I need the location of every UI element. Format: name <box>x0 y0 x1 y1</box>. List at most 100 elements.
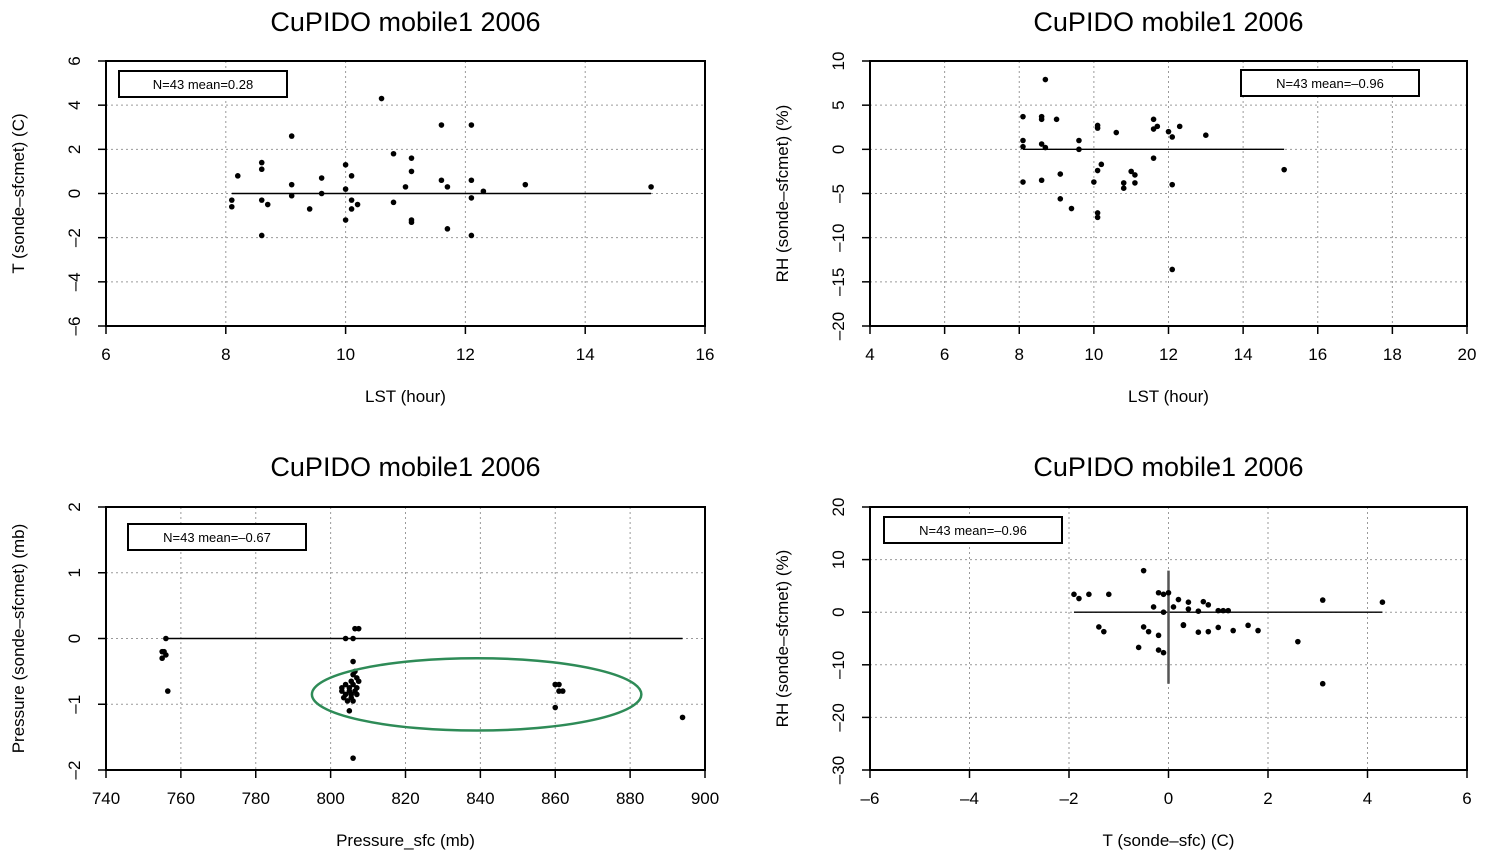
x-tick-label: –4 <box>960 789 979 808</box>
data-point <box>339 685 345 691</box>
data-point <box>1195 629 1202 635</box>
data-point <box>342 217 349 223</box>
data-point <box>264 201 271 208</box>
data-point <box>1145 628 1152 635</box>
data-point <box>468 232 475 239</box>
data-point <box>559 688 566 694</box>
data-point <box>288 133 295 139</box>
data-point <box>1120 185 1127 191</box>
x-tick-label: 4 <box>1363 789 1372 808</box>
legend-box <box>127 523 307 551</box>
data-point <box>1140 567 1147 574</box>
data-point <box>1150 116 1157 123</box>
x-tick-label: 14 <box>576 345 595 364</box>
highlight-ellipse <box>310 656 643 732</box>
y-tick-label: 2 <box>65 502 84 511</box>
data-point <box>1215 607 1222 614</box>
data-point <box>344 698 351 704</box>
data-point <box>1076 146 1082 153</box>
data-point <box>350 658 356 665</box>
data-point <box>1098 161 1105 168</box>
data-point <box>342 691 349 698</box>
y-axis-label: Pressure (sonde–sfcmet) (mb) <box>9 524 28 754</box>
data-point <box>355 625 362 632</box>
data-point <box>1086 591 1092 598</box>
data-point <box>468 122 475 128</box>
data-point <box>1155 589 1162 596</box>
data-point <box>342 681 349 688</box>
data-point <box>1215 624 1222 631</box>
data-point <box>350 681 356 688</box>
data-point <box>556 681 562 688</box>
data-point <box>1053 116 1060 123</box>
data-point <box>348 197 355 203</box>
data-point <box>390 199 397 206</box>
x-tick-label: –2 <box>1060 789 1079 808</box>
x-tick-label: 6 <box>940 345 949 364</box>
y-axis-label: RH (sonde–sfcmet) (%) <box>773 105 792 283</box>
data-point <box>1020 113 1026 120</box>
data-point <box>228 197 235 203</box>
data-point <box>159 655 165 662</box>
data-point <box>648 184 654 190</box>
data-point <box>1020 137 1026 144</box>
data-point <box>228 203 235 210</box>
data-point <box>1220 607 1227 614</box>
data-point <box>1128 168 1134 175</box>
data-point <box>288 181 295 188</box>
y-tick-label: –20 <box>829 703 848 731</box>
data-point <box>1195 608 1202 614</box>
data-point <box>1150 604 1157 610</box>
data-point <box>444 226 451 232</box>
y-tick-label: –5 <box>829 184 848 203</box>
data-point <box>1160 609 1167 615</box>
data-point <box>1225 607 1231 614</box>
data-point <box>1038 177 1045 184</box>
x-tick-label: –6 <box>861 789 880 808</box>
y-tick-label: 6 <box>65 56 84 65</box>
x-tick-label: 740 <box>92 789 120 808</box>
data-point <box>1185 599 1192 606</box>
y-tick-label: –1 <box>65 695 84 714</box>
y-tick-label: –20 <box>829 312 848 340</box>
x-tick-label: 8 <box>1015 345 1024 364</box>
data-point <box>1057 196 1064 202</box>
data-point <box>346 685 353 691</box>
y-axis-label: T (sonde–sfcmet) (C) <box>9 113 28 273</box>
y-tick-label: –2 <box>65 228 84 247</box>
data-point <box>258 232 265 239</box>
data-point <box>438 177 445 184</box>
x-tick-label: 16 <box>1308 345 1327 364</box>
x-tick-label: 6 <box>101 345 110 364</box>
y-tick-label: 2 <box>65 145 84 154</box>
data-point <box>1071 591 1077 598</box>
data-point <box>342 186 349 192</box>
x-tick-label: 6 <box>1462 789 1471 808</box>
data-point <box>1140 624 1147 630</box>
data-point <box>350 755 356 761</box>
x-tick-label: 10 <box>1084 345 1103 364</box>
data-point <box>163 652 169 658</box>
data-point <box>258 166 265 173</box>
data-point <box>1091 179 1097 185</box>
x-tick-label: 8 <box>221 345 230 364</box>
y-tick-label: –10 <box>829 651 848 679</box>
x-tick-label: 16 <box>696 345 715 364</box>
x-tick-label: 820 <box>391 789 419 808</box>
data-point <box>1120 180 1127 186</box>
data-point <box>1038 141 1045 147</box>
data-point <box>1042 144 1049 151</box>
data-point <box>1132 172 1138 178</box>
data-point <box>1132 180 1138 186</box>
data-point <box>346 708 353 714</box>
y-tick-label: 5 <box>829 100 848 109</box>
y-tick-label: 1 <box>65 568 84 577</box>
data-point <box>522 181 529 188</box>
data-point <box>1057 171 1064 177</box>
data-point <box>468 195 475 201</box>
data-point <box>1205 628 1212 635</box>
data-point <box>480 188 487 195</box>
data-point <box>402 184 409 190</box>
x-tick-label: 4 <box>865 345 874 364</box>
